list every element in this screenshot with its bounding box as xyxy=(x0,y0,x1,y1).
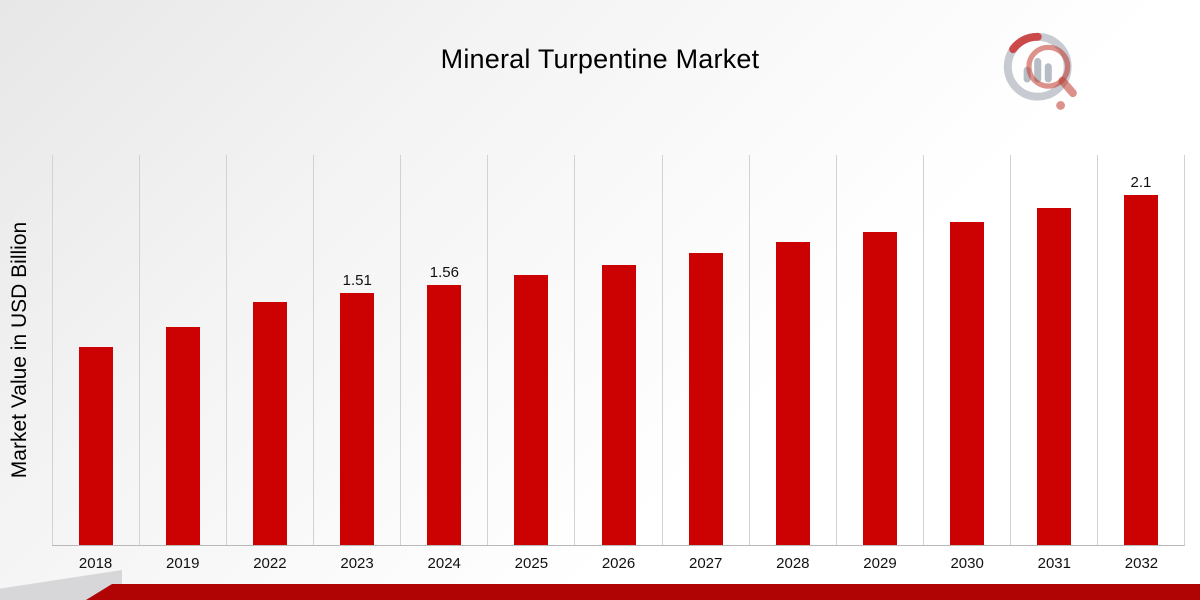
bar-slot: 1.51 xyxy=(313,155,400,545)
x-tick-2026: 2026 xyxy=(601,555,636,572)
x-tick-2018: 2018 xyxy=(78,555,113,572)
bar-2027 xyxy=(688,253,723,545)
bar-2019 xyxy=(166,326,201,545)
bar-2032 xyxy=(1123,195,1158,545)
bar-2024 xyxy=(427,285,462,545)
bar-2023 xyxy=(340,293,375,545)
bar-slot xyxy=(226,155,313,545)
bar-slot xyxy=(574,155,661,545)
bar-2031 xyxy=(1036,208,1071,545)
bar-slot xyxy=(1009,155,1097,545)
data-label-2023: 1.51 xyxy=(342,272,372,290)
market-research-chart-logo-icon xyxy=(1003,32,1077,110)
bar-slot: 2.1 xyxy=(1096,155,1184,545)
bar-slot xyxy=(922,155,1010,545)
bar-2028 xyxy=(775,241,810,545)
x-tick-2025: 2025 xyxy=(514,555,549,572)
bar-slot xyxy=(748,155,836,545)
x-tick-2028: 2028 xyxy=(776,555,810,572)
data-label-2024: 1.56 xyxy=(429,264,459,282)
bar-slot: 1.56 xyxy=(400,155,487,545)
bar-2018 xyxy=(79,346,114,545)
bar-2022 xyxy=(253,301,288,545)
chart-title: Mineral Turpentine Market xyxy=(440,44,760,74)
x-tick-2030: 2030 xyxy=(950,555,984,572)
x-tick-2023: 2023 xyxy=(340,555,374,572)
bar-slot xyxy=(661,155,749,545)
bar-slot xyxy=(139,155,226,545)
bar-slot xyxy=(52,155,139,545)
data-label-2032: 2.1 xyxy=(1130,174,1152,191)
x-tick-2027: 2027 xyxy=(688,555,723,572)
x-tick-2024: 2024 xyxy=(427,555,461,572)
x-tick-2019: 2019 xyxy=(166,555,200,572)
plot-area: 1.51 1.56 2.1 xyxy=(52,155,1185,546)
bar-2026 xyxy=(601,265,636,545)
chart-area: 1.51 1.56 2.1 2018 2019 2022 2023 2024 2025 2026… xyxy=(52,155,1185,572)
x-tick-2031: 2031 xyxy=(1037,555,1071,572)
bar-2029 xyxy=(862,231,897,545)
bar-slot xyxy=(835,155,923,545)
footer-red-band xyxy=(86,584,1200,600)
bar-slot xyxy=(487,155,574,545)
x-tick-2029: 2029 xyxy=(863,555,897,572)
bar-2025 xyxy=(514,275,549,545)
x-tick-2022: 2022 xyxy=(253,555,287,572)
x-tick-2032: 2032 xyxy=(1124,555,1159,572)
y-axis-label: Market Value in USD Billion xyxy=(8,221,31,479)
x-axis: 2018 2019 2022 2023 2024 2025 2026 2027 2028 2029… xyxy=(52,546,1185,572)
bar-2030 xyxy=(949,221,984,545)
